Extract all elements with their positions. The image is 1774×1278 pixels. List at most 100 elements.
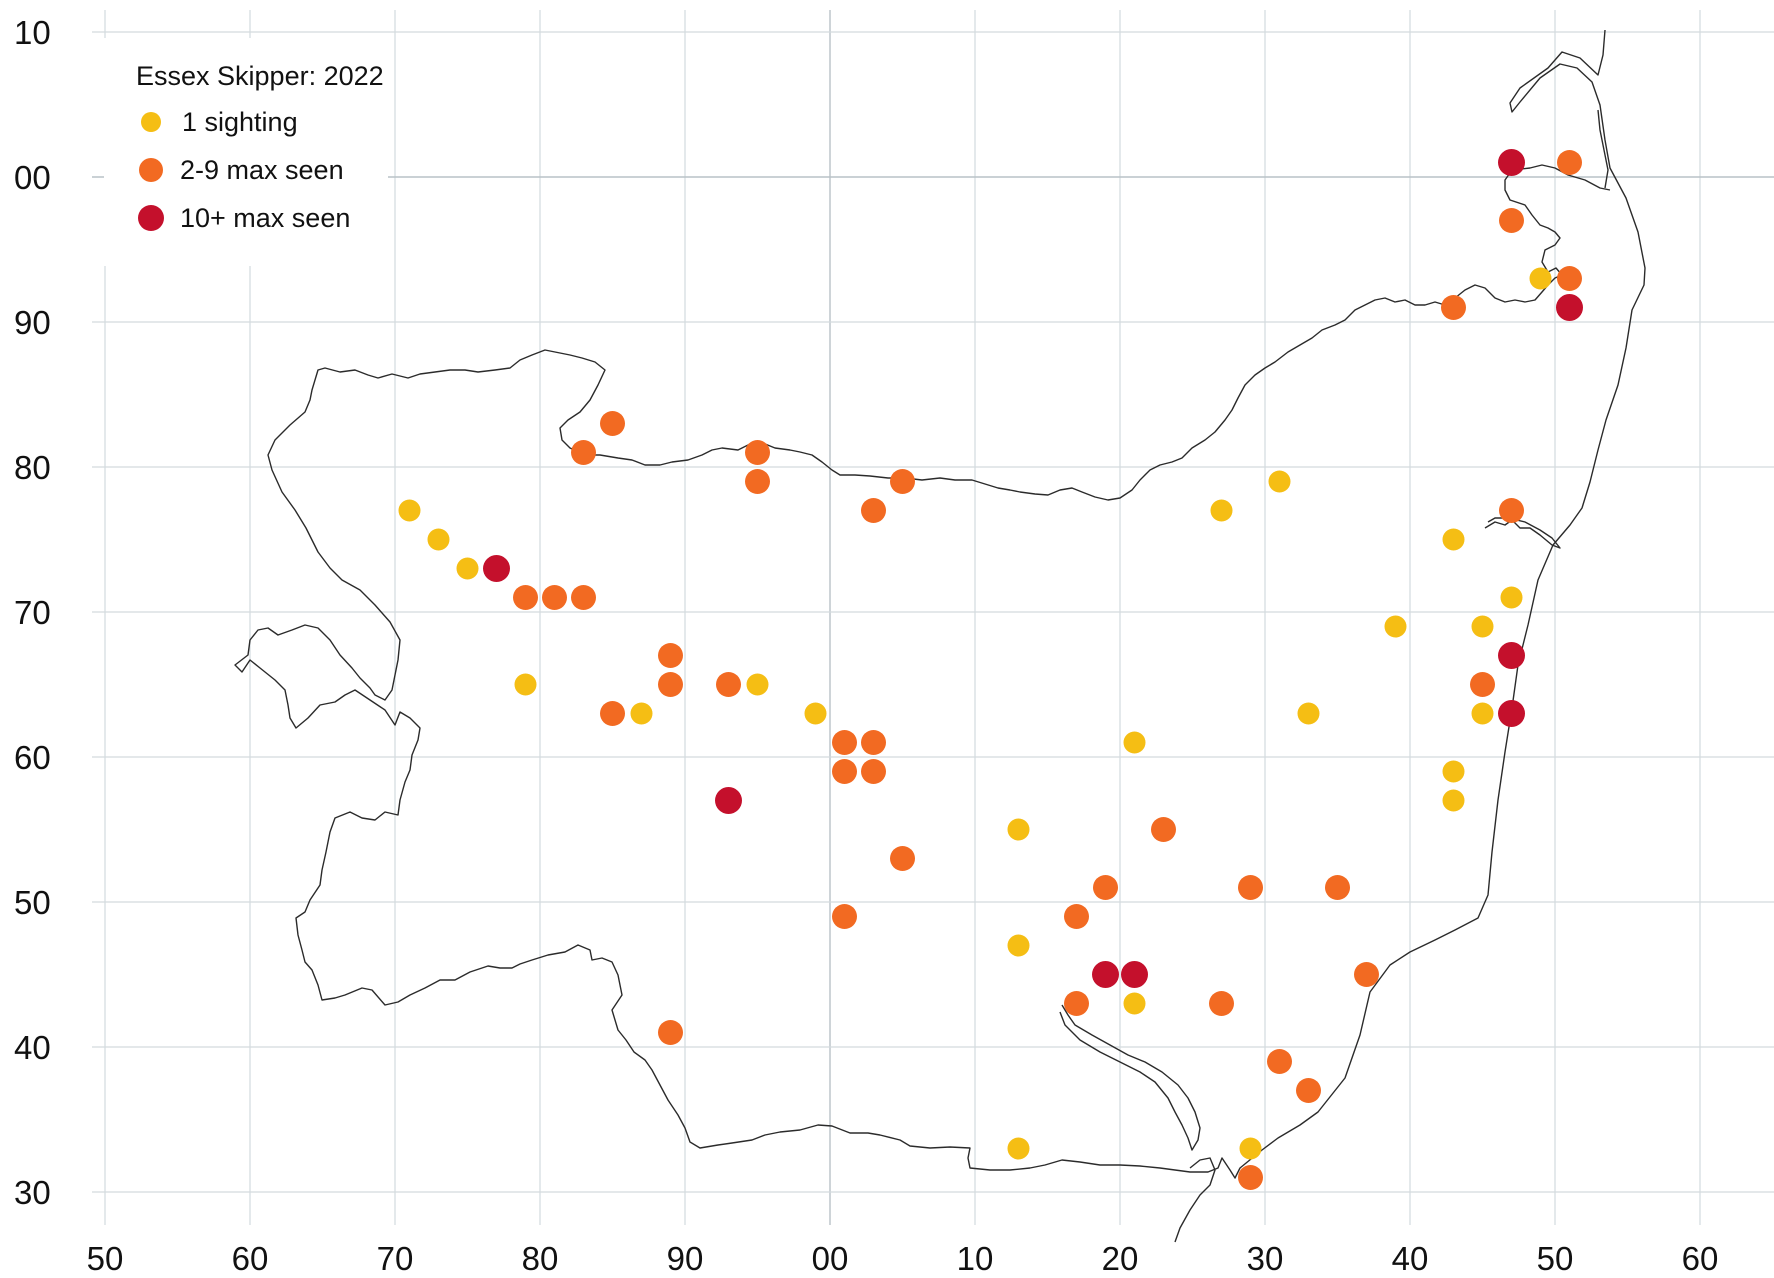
- sighting-point-few: [1470, 672, 1495, 697]
- sighting-point-few: [513, 585, 538, 610]
- sighting-point-single: [1268, 470, 1291, 493]
- sighting-point-few: [658, 643, 683, 668]
- sighting-point-few: [571, 585, 596, 610]
- sighting-point-single: [1500, 586, 1523, 609]
- sighting-point-single: [1442, 528, 1465, 551]
- legend-marker-few: [139, 158, 163, 182]
- x-tick-label: 10: [957, 1240, 994, 1277]
- x-tick-label: 50: [87, 1240, 124, 1277]
- sighting-point-few: [1064, 904, 1089, 929]
- coastline-north: [1597, 109, 1609, 189]
- sighting-point-single: [1471, 615, 1494, 638]
- sighting-point-few: [1557, 266, 1582, 291]
- sighting-point-single: [1007, 818, 1030, 841]
- sighting-point-few: [745, 440, 770, 465]
- legend-marker-many: [138, 205, 164, 231]
- sighting-point-many: [1498, 642, 1525, 669]
- sighting-point-single: [1239, 1137, 1262, 1160]
- x-tick-label: 30: [1247, 1240, 1284, 1277]
- sighting-point-many: [483, 555, 510, 582]
- sighting-point-single: [1442, 760, 1465, 783]
- sighting-point-single: [1123, 731, 1146, 754]
- sighting-point-single: [630, 702, 653, 725]
- x-tick-label: 60: [232, 1240, 269, 1277]
- sighting-point-few: [861, 498, 886, 523]
- sighting-point-few: [1354, 962, 1379, 987]
- sighting-point-few: [1238, 875, 1263, 900]
- sighting-point-single: [1123, 992, 1146, 1015]
- y-tick-label: 40: [14, 1029, 51, 1066]
- x-tick-label: 70: [377, 1240, 414, 1277]
- sighting-point-single: [1384, 615, 1407, 638]
- county-boundary: [234, 29, 1646, 1179]
- x-tick-label: 80: [522, 1240, 559, 1277]
- sighting-point-many: [1092, 961, 1119, 988]
- sightings-layer: [398, 149, 1583, 1190]
- x-tick-label: 20: [1102, 1240, 1139, 1277]
- sighting-point-single: [514, 673, 537, 696]
- sighting-point-few: [1209, 991, 1234, 1016]
- sighting-point-single: [804, 702, 827, 725]
- sighting-point-few: [1093, 875, 1118, 900]
- x-tick-label: 00: [812, 1240, 849, 1277]
- y-tick-label: 30: [14, 1174, 51, 1211]
- sighting-point-few: [890, 469, 915, 494]
- county-outline: [234, 29, 1646, 1243]
- sighting-point-few: [832, 730, 857, 755]
- sighting-point-single: [398, 499, 421, 522]
- legend: Essex Skipper: 2022 1 sighting 2-9 max se…: [136, 61, 384, 233]
- legend-label-single: 1 sighting: [182, 107, 298, 137]
- sighting-point-single: [1210, 499, 1233, 522]
- sighting-point-many: [715, 787, 742, 814]
- sighting-point-few: [745, 469, 770, 494]
- sighting-point-single: [1529, 267, 1552, 290]
- sighting-point-few: [600, 411, 625, 436]
- legend-label-many: 10+ max seen: [180, 203, 350, 233]
- sighting-point-single: [1442, 789, 1465, 812]
- sighting-point-few: [1499, 498, 1524, 523]
- sighting-point-single: [427, 528, 450, 551]
- sighting-point-few: [832, 904, 857, 929]
- y-tick-label: 90: [14, 304, 51, 341]
- sighting-point-many: [1121, 961, 1148, 988]
- sighting-point-few: [1151, 817, 1176, 842]
- sighting-point-single: [1007, 934, 1030, 957]
- legend-label-few: 2-9 max seen: [180, 155, 344, 185]
- y-tick-label: 50: [14, 884, 51, 921]
- y-tick-label: 00: [14, 159, 51, 196]
- sighting-point-few: [658, 672, 683, 697]
- x-tick-label: 40: [1392, 1240, 1429, 1277]
- y-tick-label: 60: [14, 739, 51, 776]
- legend-marker-single: [141, 112, 161, 132]
- sighting-point-few: [600, 701, 625, 726]
- sighting-point-many: [1498, 149, 1525, 176]
- y-tick-label: 10: [14, 14, 51, 51]
- sighting-point-few: [1064, 991, 1089, 1016]
- sighting-point-single: [746, 673, 769, 696]
- north-estuary: [1484, 517, 1561, 549]
- sighting-point-few: [890, 846, 915, 871]
- y-tick-label: 70: [14, 594, 51, 631]
- y-tick-label: 80: [14, 449, 51, 486]
- sighting-point-few: [716, 672, 741, 697]
- sighting-point-few: [542, 585, 567, 610]
- sighting-point-few: [861, 759, 886, 784]
- sighting-point-few: [1499, 208, 1524, 233]
- sighting-point-few: [658, 1020, 683, 1045]
- x-tick-label: 50: [1537, 1240, 1574, 1277]
- sighting-point-single: [1297, 702, 1320, 725]
- x-tick-label: 60: [1682, 1240, 1719, 1277]
- grid-lines: [92, 10, 1774, 1225]
- sighting-point-many: [1556, 294, 1583, 321]
- sighting-point-few: [1296, 1078, 1321, 1103]
- legend-title: Essex Skipper: 2022: [136, 61, 384, 91]
- sighting-point-few: [1441, 295, 1466, 320]
- sighting-point-single: [1471, 702, 1494, 725]
- sighting-point-few: [861, 730, 886, 755]
- sighting-point-single: [1007, 1137, 1030, 1160]
- x-tick-label: 90: [667, 1240, 704, 1277]
- sighting-point-few: [1325, 875, 1350, 900]
- river-inlet: [1174, 1157, 1216, 1243]
